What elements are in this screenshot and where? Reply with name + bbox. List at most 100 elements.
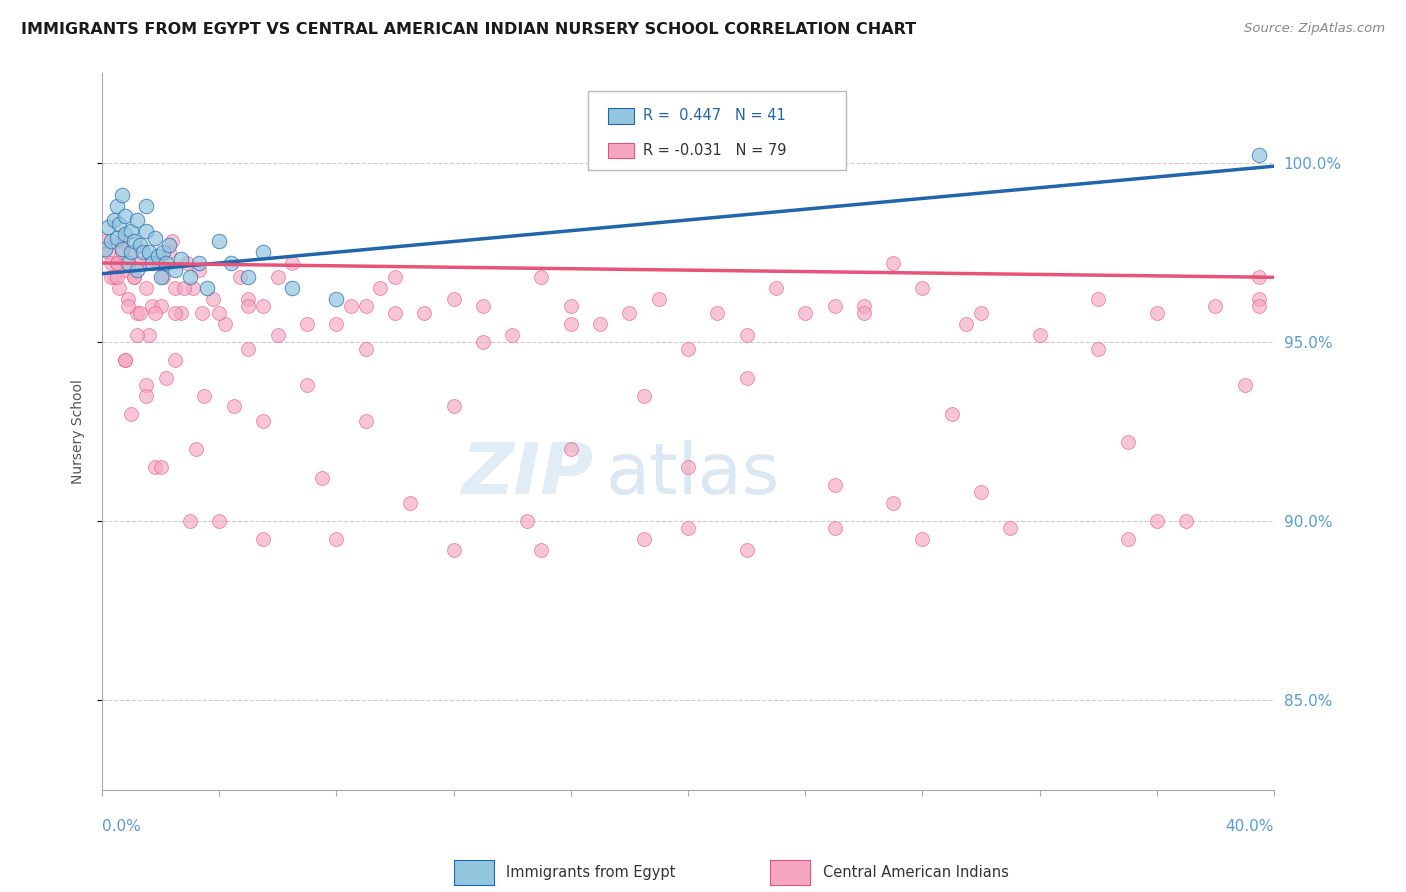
- Point: [143, 306, 166, 320]
- Point: [970, 485, 993, 500]
- Point: [340, 299, 363, 313]
- Point: [222, 400, 245, 414]
- Point: [165, 306, 187, 320]
- Point: [676, 521, 699, 535]
- Point: [122, 270, 145, 285]
- Point: [676, 460, 699, 475]
- Point: [706, 306, 728, 320]
- Point: [824, 478, 846, 492]
- Point: [530, 542, 553, 557]
- Point: [516, 514, 538, 528]
- Point: [105, 270, 128, 285]
- Text: atlas: atlas: [606, 440, 780, 509]
- Point: [125, 263, 148, 277]
- Point: [122, 235, 145, 249]
- Point: [129, 256, 152, 270]
- Point: [170, 306, 193, 320]
- Point: [1175, 514, 1198, 528]
- Point: [152, 245, 174, 260]
- Point: [129, 238, 152, 252]
- Text: IMMIGRANTS FROM EGYPT VS CENTRAL AMERICAN INDIAN NURSERY SCHOOL CORRELATION CHAR: IMMIGRANTS FROM EGYPT VS CENTRAL AMERICA…: [21, 22, 917, 37]
- Point: [108, 281, 131, 295]
- Point: [114, 352, 136, 367]
- Point: [108, 217, 131, 231]
- Point: [149, 270, 172, 285]
- Point: [97, 245, 120, 260]
- Point: [281, 281, 304, 295]
- Point: [190, 306, 212, 320]
- Point: [970, 306, 993, 320]
- Point: [1249, 299, 1271, 313]
- Point: [135, 199, 157, 213]
- Point: [100, 270, 122, 285]
- Point: [560, 317, 582, 331]
- Point: [882, 496, 904, 510]
- Point: [149, 256, 172, 270]
- Point: [103, 270, 125, 285]
- Point: [141, 299, 163, 313]
- Point: [122, 270, 145, 285]
- Point: [143, 231, 166, 245]
- Point: [165, 352, 187, 367]
- Point: [735, 542, 758, 557]
- Point: [165, 263, 187, 277]
- Point: [219, 256, 242, 270]
- Point: [146, 256, 169, 270]
- Point: [170, 252, 193, 267]
- Point: [187, 263, 209, 277]
- Point: [443, 292, 465, 306]
- Point: [765, 281, 787, 295]
- Point: [955, 317, 977, 331]
- Point: [111, 242, 134, 256]
- Point: [111, 235, 134, 249]
- Point: [228, 270, 250, 285]
- Point: [471, 334, 494, 349]
- Point: [120, 224, 142, 238]
- Point: [135, 377, 157, 392]
- Point: [114, 227, 136, 242]
- Point: [94, 235, 117, 249]
- Point: [398, 496, 420, 510]
- Bar: [609, 143, 634, 158]
- FancyBboxPatch shape: [588, 91, 846, 169]
- Point: [354, 414, 377, 428]
- Point: [111, 187, 134, 202]
- Point: [105, 256, 128, 270]
- Point: [354, 342, 377, 356]
- Point: [1146, 514, 1168, 528]
- Point: [852, 306, 875, 320]
- Point: [197, 281, 219, 295]
- Text: ZIP: ZIP: [463, 440, 595, 509]
- Point: [384, 270, 406, 285]
- Point: [1116, 435, 1139, 450]
- Point: [208, 235, 231, 249]
- Point: [238, 299, 260, 313]
- Point: [152, 270, 174, 285]
- Point: [1087, 292, 1109, 306]
- Point: [413, 306, 436, 320]
- Point: [735, 370, 758, 384]
- Point: [1087, 342, 1109, 356]
- Point: [735, 327, 758, 342]
- Point: [155, 256, 177, 270]
- Point: [560, 442, 582, 457]
- Point: [647, 292, 669, 306]
- Point: [103, 213, 125, 227]
- Text: R = -0.031   N = 79: R = -0.031 N = 79: [644, 143, 787, 158]
- Point: [325, 292, 347, 306]
- Text: 0.0%: 0.0%: [101, 819, 141, 834]
- Point: [100, 256, 122, 270]
- Point: [384, 306, 406, 320]
- Point: [1249, 270, 1271, 285]
- Point: [193, 389, 215, 403]
- Point: [252, 532, 274, 546]
- Point: [111, 245, 134, 260]
- Point: [138, 245, 160, 260]
- Point: [125, 306, 148, 320]
- Bar: [609, 108, 634, 124]
- Point: [794, 306, 817, 320]
- Point: [187, 256, 209, 270]
- Point: [443, 400, 465, 414]
- Point: [155, 370, 177, 384]
- Point: [238, 292, 260, 306]
